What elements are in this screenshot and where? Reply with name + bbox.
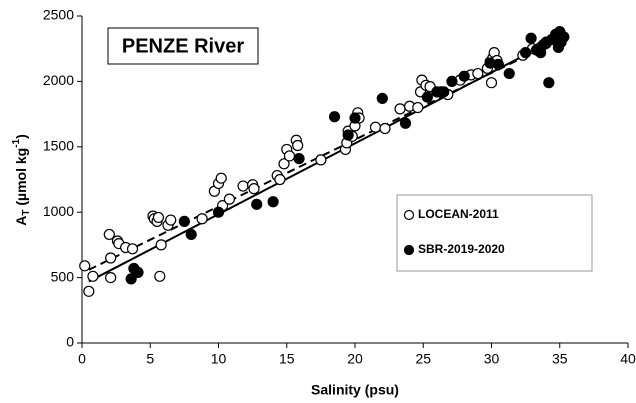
chart-title: PENZE River: [122, 35, 244, 57]
point: [87, 270, 99, 282]
legend-marker: [403, 209, 415, 221]
point: [212, 206, 225, 218]
point: [103, 228, 115, 241]
point: [376, 92, 388, 105]
point: [283, 150, 296, 162]
point: [394, 103, 406, 115]
point: [543, 77, 555, 89]
y-title-part: ): [13, 134, 29, 139]
point: [492, 58, 504, 70]
point: [292, 139, 304, 152]
point: [315, 154, 327, 166]
point: [525, 32, 537, 44]
x-axis-title: Salinity (psu): [311, 382, 399, 398]
y-tick-label: 1000: [43, 203, 74, 219]
point: [105, 272, 117, 284]
point: [196, 213, 208, 225]
y-title-sub: T: [21, 210, 32, 216]
trend-line: [88, 37, 563, 271]
legend-label: SBR-2019-2020: [418, 242, 505, 256]
y-tick-label: 1500: [43, 138, 74, 154]
y-title-sup: -1: [11, 138, 22, 147]
point: [412, 101, 424, 114]
point: [155, 239, 167, 251]
point: [472, 67, 484, 80]
x-tick-label: 25: [415, 351, 431, 367]
point: [178, 215, 190, 227]
x-tick-label: 40: [620, 351, 636, 367]
point: [485, 77, 498, 89]
x-tick-label: 5: [146, 351, 154, 367]
point: [248, 183, 260, 195]
y-axis-title: AT (µmol kg-1): [11, 134, 32, 226]
point: [293, 152, 305, 165]
point: [79, 260, 91, 272]
y-tick-label: 500: [51, 268, 75, 284]
point: [278, 158, 290, 170]
point: [503, 67, 515, 80]
y-tick-label: 2500: [43, 7, 74, 23]
point: [274, 173, 286, 186]
point: [458, 70, 470, 82]
point: [379, 122, 391, 135]
point: [154, 270, 166, 282]
y-title-part: A: [13, 216, 29, 226]
point: [328, 111, 341, 123]
x-tick-label: 20: [347, 351, 363, 367]
point: [125, 273, 137, 285]
point: [438, 86, 450, 98]
point: [399, 117, 412, 129]
x-tick-label: 15: [279, 351, 295, 367]
legend-label: LOCEAN-2011: [418, 207, 499, 221]
point: [152, 211, 165, 224]
y-tick-label: 2000: [43, 72, 74, 88]
x-tick-label: 0: [78, 351, 86, 367]
legend-box: [396, 194, 593, 272]
point: [349, 112, 361, 124]
point: [185, 228, 197, 241]
x-tick-label: 30: [484, 351, 500, 367]
point: [237, 180, 249, 192]
x-tick-label: 10: [211, 351, 227, 367]
title-box: [107, 27, 259, 65]
point: [421, 91, 433, 103]
point: [342, 129, 354, 141]
point: [215, 172, 227, 184]
point: [369, 121, 382, 133]
point: [165, 214, 177, 226]
point: [126, 243, 139, 255]
point: [558, 31, 570, 43]
legend-marker: [403, 244, 415, 256]
point: [105, 252, 117, 264]
point: [267, 196, 279, 208]
point: [251, 198, 263, 210]
y-tick-label: 0: [66, 334, 74, 350]
point: [132, 266, 144, 278]
point: [223, 193, 236, 205]
x-tick-label: 35: [552, 351, 568, 367]
point: [83, 285, 95, 297]
point: [446, 75, 458, 88]
y-title-part: (µmol kg: [13, 148, 29, 210]
point: [520, 47, 532, 59]
